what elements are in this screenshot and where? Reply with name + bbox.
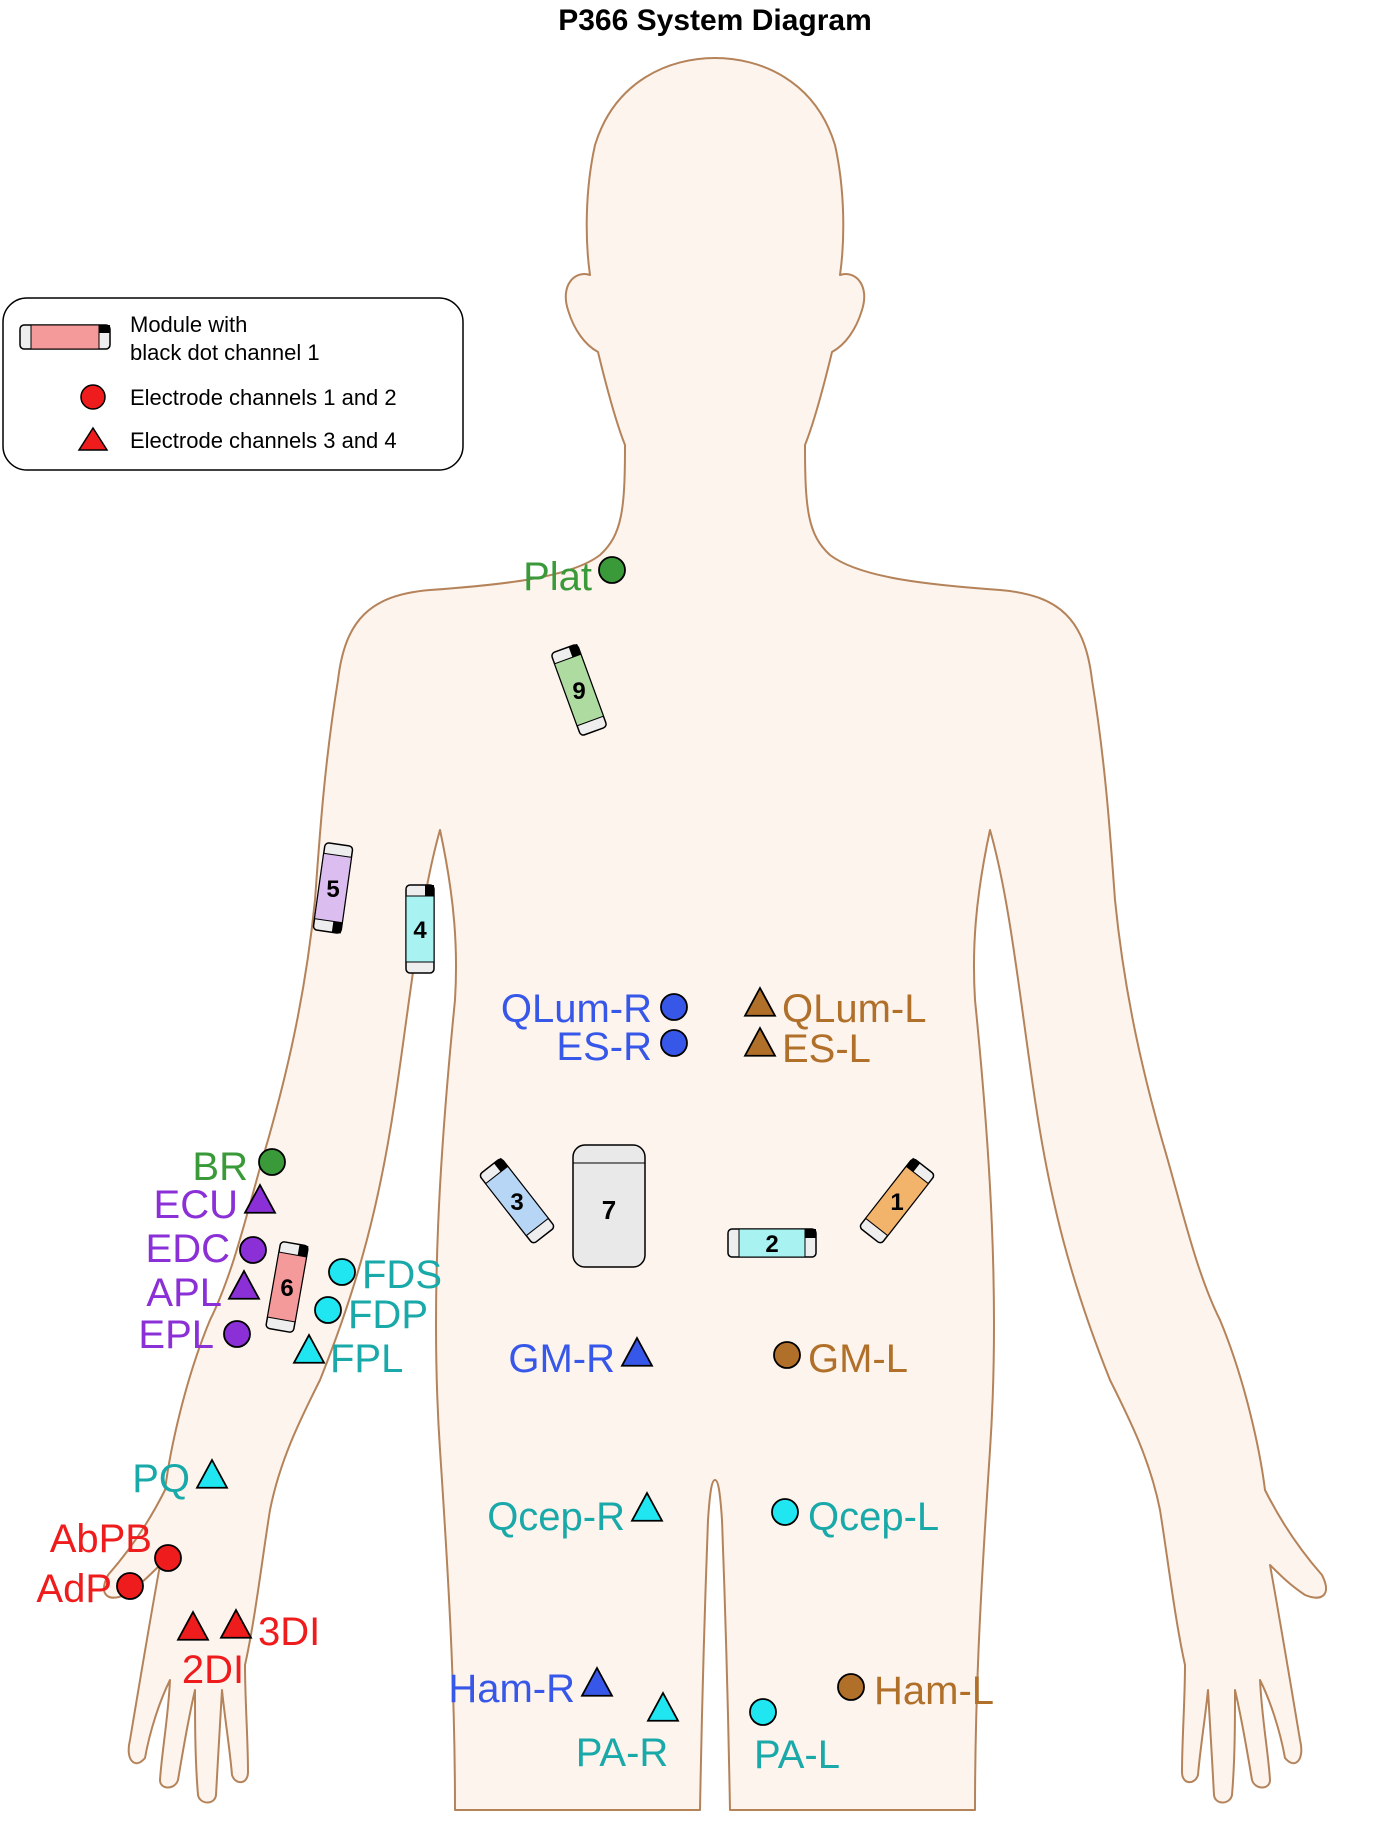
electrode-fds-label: FDS [362, 1253, 442, 1297]
electrode-plat-marker [598, 556, 626, 584]
electrode-fpl-label: FPL [330, 1337, 403, 1381]
modules: 1 2 3 4 5 6 9 [265, 643, 935, 1333]
legend-module-text-2: black dot channel 1 [130, 340, 320, 365]
module-3-label: 3 [510, 1189, 523, 1216]
electrode-ham-l-label: Ham-L [874, 1669, 994, 1713]
electrode-gm-r-marker [620, 1336, 654, 1367]
electrode-pa-l-label: PA-L [754, 1733, 840, 1777]
electrode-pa-r-label: PA-R [576, 1731, 669, 1775]
body-outline [103, 57, 1327, 1811]
electrode-ecu-marker [243, 1183, 277, 1214]
legend-module-text-1: Module with [130, 312, 247, 337]
module-1-label: 1 [890, 1189, 903, 1216]
module-6-label: 6 [280, 1275, 293, 1302]
electrode-edc-label: EDC [146, 1227, 230, 1271]
legend-triangle-icon [77, 426, 109, 451]
electrode-es-l-label: ES-L [782, 1027, 871, 1071]
electrode-qcep-r-label: Qcep-R [487, 1495, 625, 1539]
electrode-gm-r-label: GM-R [508, 1337, 615, 1381]
electrode-fdp-label: FDP [348, 1293, 428, 1337]
electrode-pa-l-marker [749, 1698, 777, 1726]
electrode-3di-marker [219, 1608, 253, 1639]
electrode-pa-r-marker [646, 1691, 680, 1722]
electrode-ham-l-marker [837, 1673, 865, 1701]
electrode-es-r-label: ES-R [556, 1025, 652, 1069]
electrode-ham-r-label: Ham-R [448, 1667, 575, 1711]
module-1 [859, 1157, 935, 1244]
electrode-qlum-l-label: QLum-L [782, 987, 927, 1031]
module-7: 7 [572, 1144, 646, 1268]
electrode-plat-label: Plat [523, 555, 592, 599]
electrode-epl-marker [223, 1320, 251, 1348]
electrode-pq-label: PQ [132, 1457, 190, 1501]
electrode-adp-label: AdP [36, 1567, 112, 1611]
legend-box [2, 297, 464, 471]
electrode-apl-label: APL [146, 1271, 222, 1315]
module-4 [405, 884, 435, 974]
legend: Module with black dot channel 1 Electrod… [2, 297, 464, 471]
electrode-es-r-marker [660, 1029, 688, 1057]
electrode-edc-marker [239, 1236, 267, 1264]
electrode-qlum-r-marker [660, 993, 688, 1021]
electrode-3di-label: 3DI [258, 1610, 320, 1654]
module-9 [551, 643, 607, 736]
legend-circle-icon [80, 384, 106, 410]
module-2-label: 2 [765, 1231, 778, 1258]
module-7-label: 7 [602, 1195, 616, 1225]
legend-module-icon [19, 324, 111, 350]
module-9-label: 9 [572, 678, 585, 705]
electrode-abpb-label: AbPB [50, 1517, 152, 1561]
electrode-br-label: BR [192, 1145, 248, 1189]
legend-triangle-text: Electrode channels 3 and 4 [130, 428, 397, 453]
electrode-adp-marker [116, 1572, 144, 1600]
module-5 [312, 842, 354, 934]
module-5-label: 5 [326, 876, 339, 903]
electrode-es-l-marker [743, 1026, 777, 1057]
diagram-title: P366 System Diagram [558, 4, 872, 37]
electrode-qlum-r-label: QLum-R [501, 987, 652, 1031]
electrode-epl-label: EPL [138, 1313, 214, 1357]
electrode-qlum-l-marker [743, 986, 777, 1017]
electrode-abpb-marker [154, 1544, 182, 1572]
module-2 [727, 1228, 817, 1258]
legend-circle-text: Electrode channels 1 and 2 [130, 385, 397, 410]
electrode-gm-l-label: GM-L [808, 1337, 908, 1381]
electrode-apl-marker [227, 1269, 261, 1300]
electrode-qcep-l-marker [771, 1498, 799, 1526]
electrode-2di-marker [176, 1610, 210, 1641]
module-3 [479, 1157, 555, 1244]
electrode-fdp-marker [314, 1296, 342, 1324]
electrode-br-marker [258, 1148, 286, 1176]
electrode-fpl-marker [292, 1333, 326, 1364]
electrode-pq-marker [195, 1458, 229, 1489]
electrode-2di-label: 2DI [182, 1648, 244, 1692]
electrode-qcep-l-label: Qcep-L [808, 1495, 939, 1539]
module-4-label: 4 [413, 917, 427, 944]
electrode-fds-marker [328, 1258, 356, 1286]
electrode-gm-l-marker [773, 1341, 801, 1369]
electrode-ham-r-marker [580, 1666, 614, 1697]
electrode-ecu-label: ECU [154, 1183, 238, 1227]
module-6 [265, 1241, 309, 1333]
electrode-qcep-r-marker [630, 1491, 664, 1522]
